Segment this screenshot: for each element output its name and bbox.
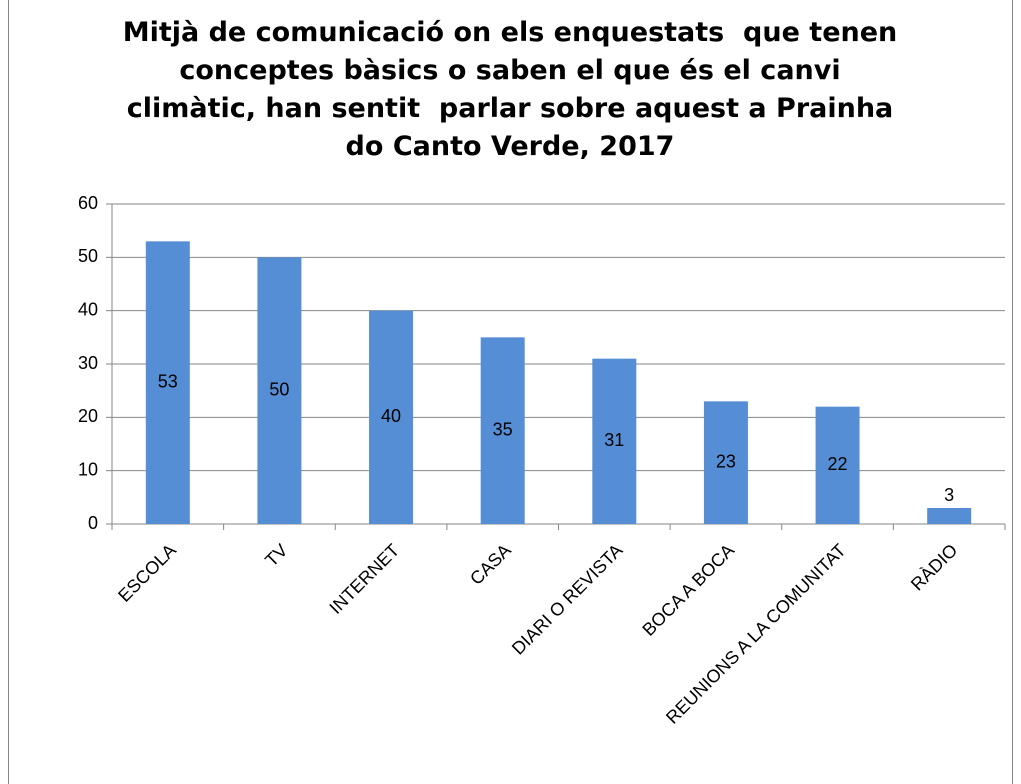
bar: [927, 508, 972, 524]
y-tick-label: 0: [88, 513, 98, 533]
y-tick-label: 20: [78, 406, 98, 426]
bar: [703, 401, 748, 524]
chart-border: [8, 0, 1013, 784]
y-tick-label: 30: [78, 353, 98, 373]
y-tick-label: 60: [78, 193, 98, 213]
x-tick-label: DIARI O REVISTA: [508, 540, 627, 659]
data-label: 3: [944, 485, 954, 505]
bar: [592, 358, 637, 524]
x-tick-label: TV: [261, 540, 291, 570]
x-tick-label: BOCA A BOCA: [638, 540, 738, 640]
data-label: 31: [604, 430, 624, 450]
y-tick-label: 40: [78, 299, 98, 319]
chart-title: Mitjà de comunicació on els enquestats q…: [122, 17, 907, 162]
x-tick-label: RÀDIO: [907, 540, 961, 594]
x-tick-label: REUNIONS A LA COMUNITAT: [662, 540, 850, 728]
x-tick-label: ESCOLA: [114, 540, 180, 606]
x-tick-label: INTERNET: [325, 540, 403, 618]
data-label: 22: [828, 454, 848, 474]
data-label: 50: [269, 379, 289, 399]
bar: [815, 406, 860, 524]
bar: [257, 257, 302, 524]
data-label: 40: [381, 406, 401, 426]
bar: [369, 310, 414, 524]
bar: [480, 337, 525, 524]
x-tick-label: CASA: [466, 540, 515, 589]
bar: [145, 241, 190, 525]
y-tick-label: 10: [78, 459, 98, 479]
data-label: 23: [716, 451, 736, 471]
data-label: 53: [158, 371, 178, 391]
data-label: 35: [493, 419, 513, 439]
y-tick-label: 50: [78, 246, 98, 266]
